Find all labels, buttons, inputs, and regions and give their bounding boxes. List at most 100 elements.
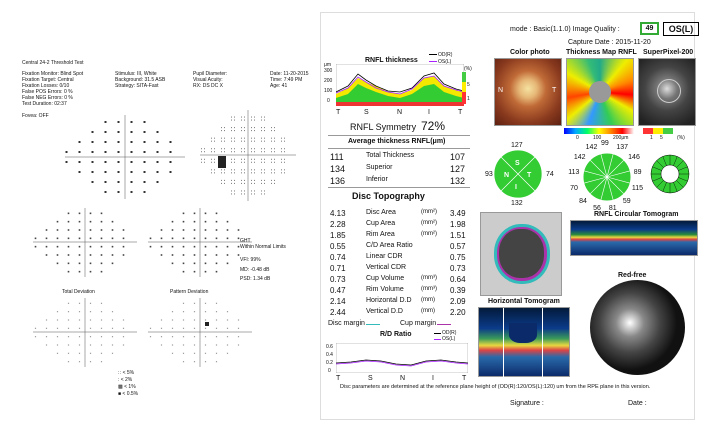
vf-point: [261, 151, 262, 153]
vf-point: [111, 245, 114, 248]
vf-point: [244, 190, 245, 192]
vf-point: [89, 311, 92, 313]
vf-point: [160, 237, 163, 240]
vf-point: [274, 151, 275, 153]
vf-point: [111, 254, 114, 256]
avg-od-value: 111: [330, 152, 344, 162]
vf-point: [91, 171, 94, 173]
vf-point: [193, 361, 196, 363]
vf-point: [264, 148, 265, 150]
eye-label: OS(L): [663, 22, 699, 36]
vf-point: [122, 254, 125, 256]
vf-point: [67, 262, 70, 265]
vf-point: [56, 319, 59, 321]
signature-label: Signature :: [510, 400, 544, 407]
vf-point: [254, 151, 255, 153]
sp-divider: [652, 166, 662, 171]
vf-point: [91, 181, 94, 183]
superpixel-title: SuperPixel-200: [643, 49, 694, 56]
vf-point: [264, 130, 265, 132]
vf-point: [100, 262, 103, 265]
disc-row-unit: (mm³): [421, 275, 437, 281]
vf-point: [251, 190, 252, 192]
vf-point: [100, 311, 103, 313]
vf-point: [241, 190, 242, 192]
avg-os-value: 132: [450, 176, 466, 186]
vf-point: [215, 270, 218, 273]
disc-divider-top: [328, 187, 470, 188]
vf-point: [241, 119, 242, 121]
disc-row-unit: (mm): [421, 308, 435, 314]
vf-point: [143, 161, 146, 163]
vf-point: [65, 151, 68, 153]
vf-point: [274, 148, 275, 150]
vf-fovea: Fovea: OFF: [22, 113, 49, 119]
vf-point: [271, 127, 272, 129]
quad-bottom-value: 132: [511, 200, 523, 207]
vf-point: [214, 169, 215, 171]
vf-point: [231, 130, 232, 132]
vf-point: [104, 161, 107, 163]
clock-divider: [606, 176, 614, 201]
vf-point: [104, 131, 107, 133]
vf-point: [117, 161, 120, 163]
vf-point: [254, 179, 255, 181]
vf-point: [130, 161, 133, 163]
vf-point: [122, 327, 125, 329]
vf-point: [193, 220, 196, 223]
vf-point: [182, 237, 185, 240]
clock-sector-value: 146: [628, 154, 640, 162]
vf-point: [234, 119, 235, 121]
vf-point: [160, 344, 163, 346]
vf-point: [104, 141, 107, 143]
vf-point: [89, 336, 92, 338]
disc-row-name: C/D Area Ratio: [366, 242, 413, 249]
vf-point: [271, 140, 272, 142]
vf-point: [244, 137, 245, 139]
vf-point: [204, 161, 205, 163]
vf-point: [160, 336, 163, 338]
vf-point: [160, 254, 163, 256]
vf-point: [182, 336, 185, 338]
vf-point: [234, 137, 235, 139]
vf-point: [34, 237, 37, 240]
vf-point: [65, 161, 68, 163]
vf-point: [211, 172, 212, 174]
vf-point: [78, 352, 81, 354]
vf-point: [204, 327, 207, 329]
vf-point: [100, 336, 103, 338]
vf-point: [215, 344, 218, 346]
vf-point: [237, 254, 240, 256]
ght-value: Within Normal Limits: [240, 244, 286, 250]
rd-ratio-title: R/D Ratio: [380, 331, 412, 338]
vf-point: [254, 172, 255, 174]
vf-point: [193, 344, 196, 346]
disc-os-value: 0.75: [450, 253, 466, 262]
avg-os-value: 127: [450, 164, 466, 174]
vf-point: [224, 130, 225, 132]
vf-point: [281, 148, 282, 150]
clock-sector-value: 137: [616, 143, 629, 151]
clock-sector-value: 59: [622, 197, 631, 205]
vf-rx: RX: DS DC X: [193, 83, 224, 89]
disc-od-value: 0.47: [330, 286, 346, 295]
vf-point: [111, 237, 114, 240]
vf-point: [215, 361, 218, 363]
vf-point: [149, 237, 152, 240]
disc-od-value: 0.74: [330, 253, 346, 262]
vf-point: [211, 161, 212, 163]
vf-point: [251, 158, 252, 160]
vf-point: [264, 127, 265, 129]
vf-point: [231, 140, 232, 142]
vf-background: Background: 31.5 ASB: [115, 77, 166, 83]
disc-od-value: 2.44: [330, 308, 346, 317]
vf-point: [156, 171, 159, 173]
vf-point: [45, 327, 48, 329]
clock-sector-value: 142: [573, 154, 586, 162]
vf-point: [171, 319, 174, 321]
pct-scale-red: [643, 128, 653, 134]
vf-point: [89, 220, 92, 223]
vf-point: [67, 361, 70, 363]
vf-point: [204, 311, 207, 313]
vf-point: [78, 171, 81, 173]
